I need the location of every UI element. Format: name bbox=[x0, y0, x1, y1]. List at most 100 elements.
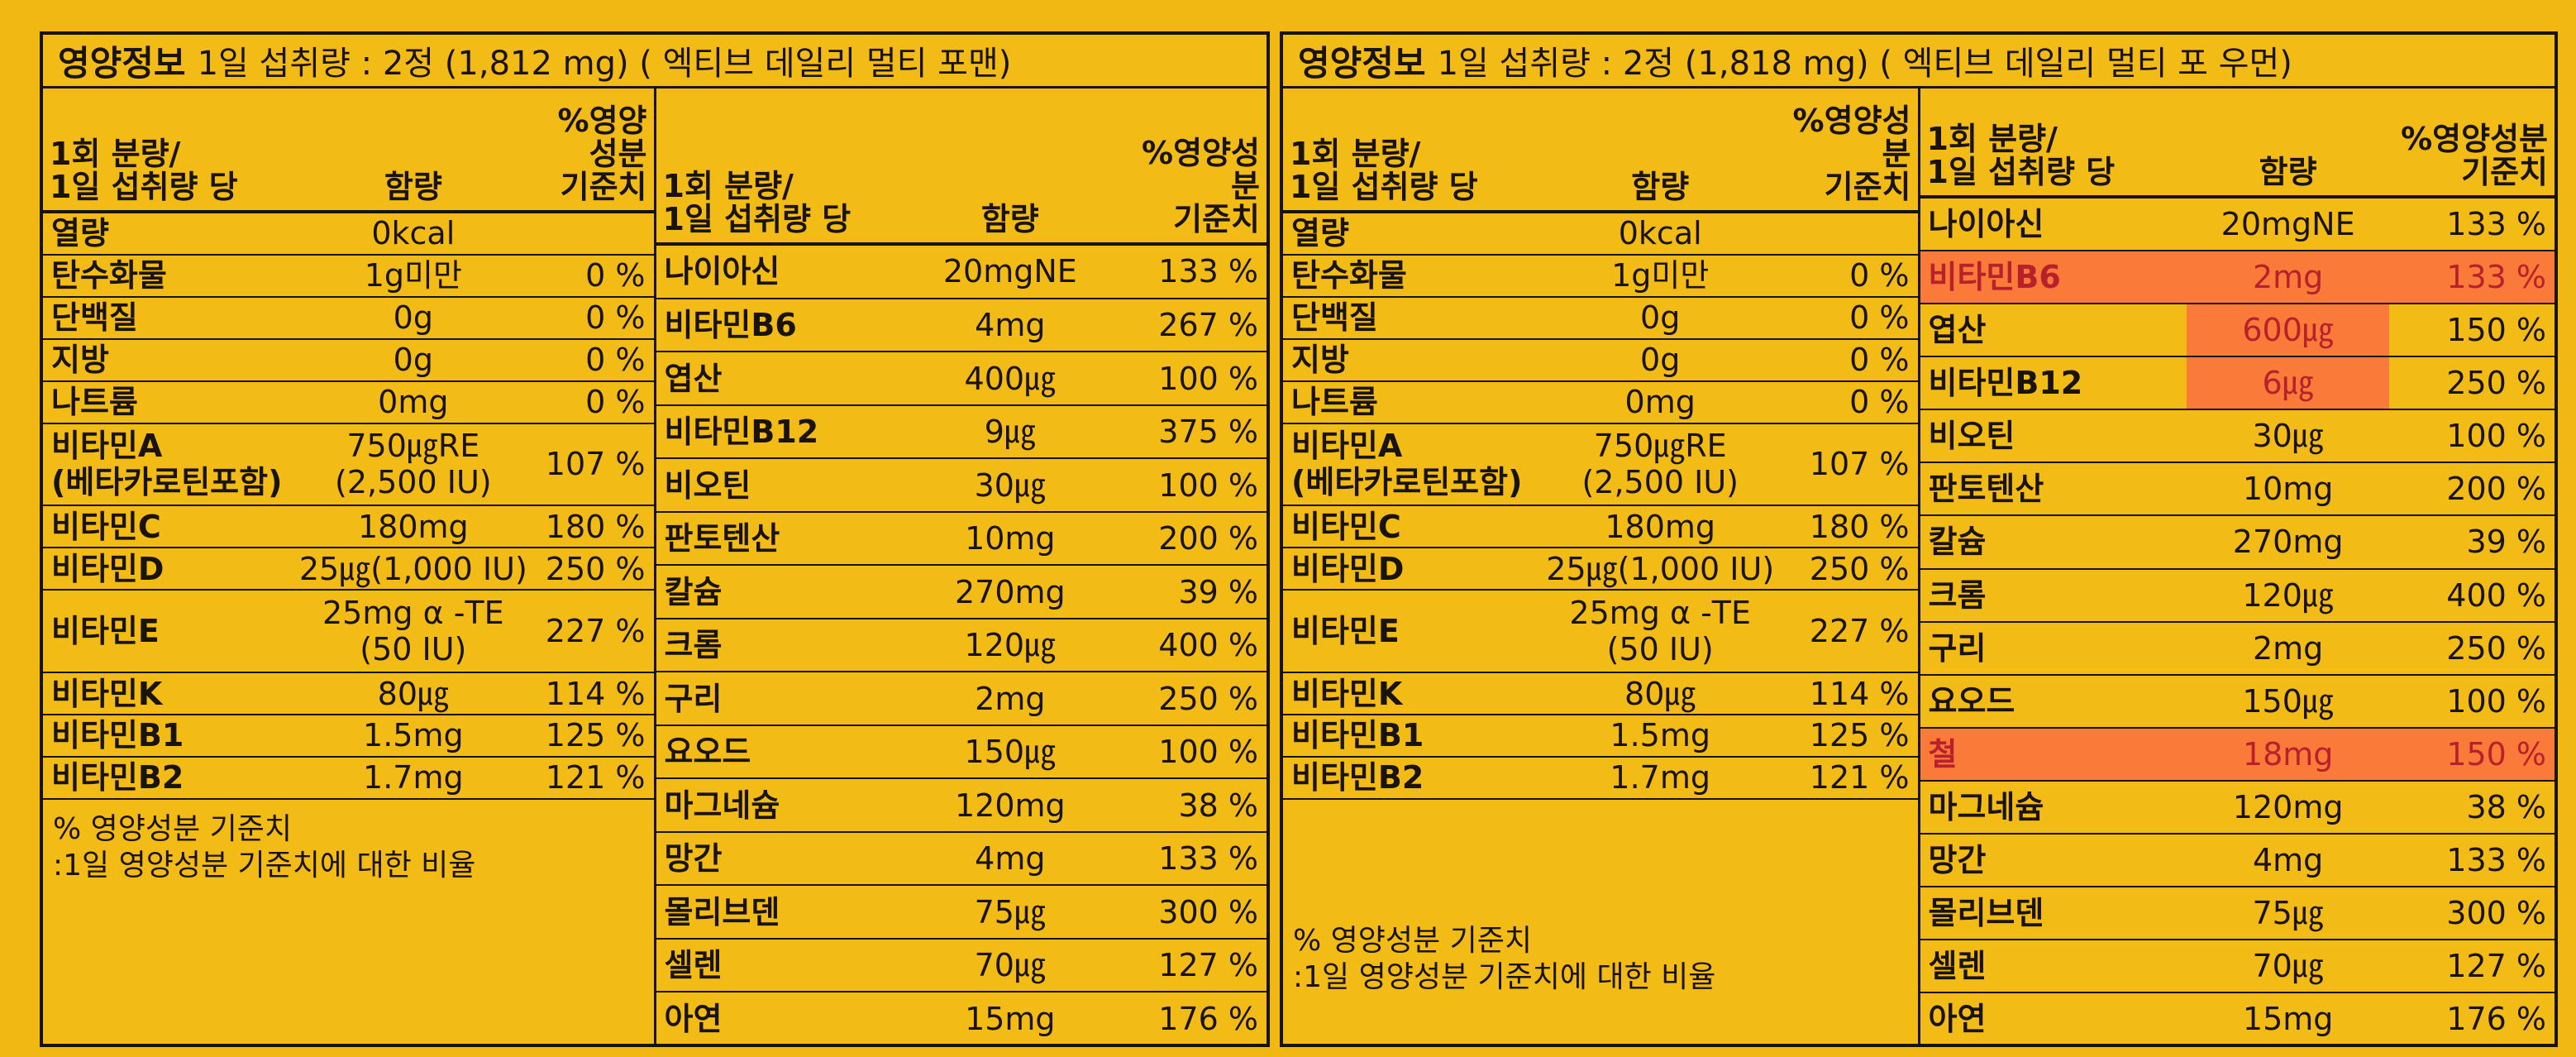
nutrient-row: 아연 15mg 176 % bbox=[656, 992, 1267, 1046]
nutrient-name: 셀렌 bbox=[656, 938, 913, 993]
nutrient-row: 비타민K 80㎍ 114 % bbox=[43, 672, 654, 715]
column-header-line: 1일 섭취량 당 bbox=[1926, 153, 2116, 190]
nutrient-row: 비타민C 180mg 180 % bbox=[43, 505, 654, 549]
nutrient-row: 엽산 400㎍ 100 % bbox=[656, 352, 1267, 406]
daily-value: 38 % bbox=[1107, 778, 1267, 833]
nutrient-name: 나트륨 bbox=[1283, 380, 1538, 424]
amount: 750㎍RE (2,500 IU) bbox=[290, 423, 536, 507]
amount: 30㎍ bbox=[912, 458, 1108, 513]
column-header-line: 1일 섭취량 당 bbox=[662, 200, 852, 237]
column-header-line: 1회 분량/ bbox=[662, 167, 794, 204]
nutrient-name: 엽산 bbox=[656, 352, 913, 406]
amount: 0g bbox=[1538, 338, 1783, 382]
nutrient-name: 비타민D bbox=[1283, 548, 1538, 591]
nutrient-name: 비타민C bbox=[1283, 505, 1538, 549]
amount: 4mg bbox=[912, 831, 1108, 887]
daily-value: 100 % bbox=[1107, 458, 1267, 513]
amount: 20mgNE bbox=[2186, 196, 2390, 252]
nutrient-name: 몰리브덴 bbox=[1920, 886, 2187, 940]
daily-value: 267 % bbox=[1107, 298, 1267, 353]
nutrient-row: 단백질 0g 0 % bbox=[43, 296, 654, 340]
daily-value: 39 % bbox=[1107, 565, 1267, 619]
nutrient-row: 비타민B2 1.7mg 121 % bbox=[1283, 756, 1918, 801]
amount: 9㎍ bbox=[912, 404, 1108, 460]
footnote-line: % 영양성분 기준치 bbox=[1293, 924, 1532, 958]
nutrient-name: 비타민B12 bbox=[656, 404, 913, 460]
nutrient-name: 열량 bbox=[1283, 211, 1538, 256]
column-header-line: 1일 섭취량 당 bbox=[50, 168, 238, 205]
column-header: 함량 bbox=[1538, 88, 1783, 213]
nutrient-row: 비타민B12 9㎍ 375 % bbox=[656, 404, 1267, 460]
nutrient-name: 지방 bbox=[1283, 338, 1538, 382]
amount: 120mg bbox=[2186, 780, 2390, 835]
daily-value: 400 % bbox=[2389, 568, 2555, 623]
column-header: 1회 분량/1일 섭취량 당 bbox=[1283, 88, 1538, 213]
daily-value: 39 % bbox=[2389, 515, 2555, 570]
header-row: 1회 분량/1일 섭취량 당 함량 %영양성분 기준치 bbox=[1920, 88, 2555, 198]
amount: 10mg bbox=[2186, 462, 2390, 517]
nutrient-row: 몰리브덴 75㎍ 300 % bbox=[656, 885, 1267, 940]
daily-value: 100 % bbox=[1107, 352, 1267, 406]
nutrient-row: 판토텐산 10mg 200 % bbox=[1920, 462, 2555, 517]
amount: 0kcal bbox=[290, 211, 536, 256]
nutrient-name: 비타민E bbox=[1283, 590, 1538, 674]
column-header-line: 1회 분량/ bbox=[1926, 120, 2058, 157]
daily-value: 133 % bbox=[2389, 196, 2555, 252]
daily-value: 0 % bbox=[535, 338, 654, 382]
daily-value: 107 % bbox=[535, 423, 654, 507]
amount: 18mg bbox=[2186, 727, 2390, 782]
daily-value: 227 % bbox=[535, 590, 654, 674]
cell-line: 비타민A bbox=[51, 428, 163, 465]
nutrient-row: 비타민A (베타카로틴포함) 750㎍RE (2,500 IU) 107 % bbox=[43, 423, 654, 507]
nutrient-name: 구리 bbox=[1920, 621, 2187, 676]
panel-body: 1회 분량/1일 섭취량 당 함량 %영양성분 기준치 열량 0kcal 탄수화물 1g미만 0… bbox=[43, 88, 1267, 1046]
daily-value: 200 % bbox=[1107, 511, 1267, 567]
amount: 25mg α -TE (50 IU) bbox=[290, 590, 536, 674]
daily-value: 250 % bbox=[535, 548, 654, 591]
column-header-line: %영양성분 bbox=[1792, 102, 1911, 172]
column-header: 1회 분량/1일 섭취량 당 bbox=[656, 88, 913, 246]
amount: 80㎍ bbox=[1538, 672, 1783, 715]
footnote-line: % 영양성분 기준치 bbox=[53, 812, 292, 846]
daily-value bbox=[535, 211, 654, 256]
amount: 70㎍ bbox=[912, 938, 1108, 993]
nutrient-row: 셀렌 70㎍ 127 % bbox=[1920, 939, 2555, 993]
daily-value: 0 % bbox=[1782, 380, 1918, 424]
amount: 1.5mg bbox=[1538, 715, 1783, 758]
nutrient-name: 마그네슘 bbox=[1920, 780, 2187, 835]
nutrient-name: 비타민C bbox=[43, 505, 291, 549]
amount: 400㎍ bbox=[912, 352, 1108, 406]
nutrient-name: 칼슘 bbox=[656, 565, 913, 619]
daily-value: 127 % bbox=[1107, 938, 1267, 993]
nutrient-name: 판토텐산 bbox=[656, 511, 913, 567]
daily-value: 150 % bbox=[2389, 727, 2555, 782]
serving-info: 1일 섭취량 : 2정 (1,818 mg) ( 엑티브 데일리 멀티 포 우먼… bbox=[1437, 45, 2292, 83]
nutrient-name: 비타민B12 bbox=[1920, 356, 2187, 411]
column-header: 함량 bbox=[2186, 88, 2390, 198]
nutrient-row: 비오틴 30㎍ 100 % bbox=[1920, 409, 2555, 464]
nutrient-column: 1회 분량/1일 섭취량 당 함량 %영양성분 기준치 열량 0kcal 탄수화물 1g미만 0… bbox=[43, 88, 654, 1046]
column-header: %영양성분 기준치 bbox=[1782, 88, 1918, 213]
amount: 25㎍(1,000 IU) bbox=[290, 548, 536, 591]
daily-value: 121 % bbox=[1782, 756, 1918, 801]
amount: 2mg bbox=[2186, 251, 2390, 305]
nutrient-name: 열량 bbox=[43, 211, 291, 256]
amount: 600㎍ bbox=[2186, 304, 2390, 358]
nutrient-row: 칼슘 270mg 39 % bbox=[656, 565, 1267, 619]
nutrient-name: 단백질 bbox=[1283, 296, 1538, 340]
daily-value: 125 % bbox=[1782, 715, 1918, 758]
nutrient-row: 망간 4mg 133 % bbox=[1920, 833, 2555, 887]
nutrient-row: 비타민D 25㎍(1,000 IU) 250 % bbox=[1283, 548, 1918, 591]
nutrient-name: 비타민B2 bbox=[1283, 756, 1538, 801]
nutrient-row: 나이아신 20mgNE 133 % bbox=[1920, 196, 2555, 252]
daily-value: 176 % bbox=[1107, 992, 1267, 1046]
nutrient-row: 크롬 120㎍ 400 % bbox=[656, 618, 1267, 673]
nutrient-row: 칼슘 270mg 39 % bbox=[1920, 515, 2555, 570]
nutrient-name: 지방 bbox=[43, 338, 291, 382]
cell-line: (베타카로틴포함) bbox=[1291, 464, 1523, 501]
nutrient-name: 비타민B1 bbox=[43, 715, 291, 758]
daily-value: 100 % bbox=[1107, 725, 1267, 780]
nutrient-name: 비타민A (베타카로틴포함) bbox=[43, 423, 291, 507]
cell-line: (50 IU) bbox=[360, 631, 467, 668]
